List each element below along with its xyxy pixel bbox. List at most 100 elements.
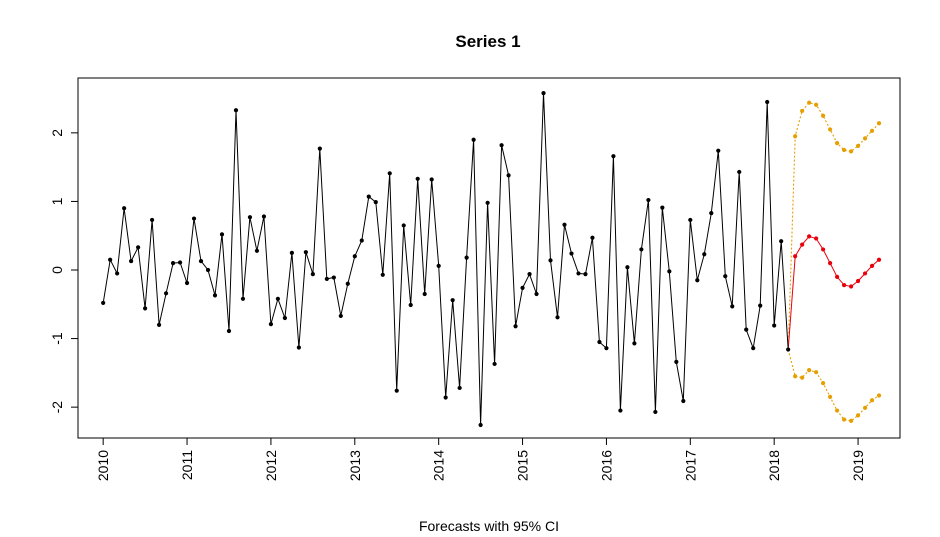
upper-ci-point: [869, 128, 875, 133]
observed-point: [296, 345, 301, 350]
forecast-point: [821, 247, 826, 252]
observed-point: [674, 359, 679, 364]
observed-point: [478, 422, 483, 428]
observed-point: [779, 239, 784, 244]
observed-point: [555, 315, 560, 320]
upper-ci-point: [834, 141, 840, 146]
lower-ci-point: [862, 405, 868, 410]
y-tick-label: -1: [49, 332, 65, 345]
y-tick-label: 1: [49, 197, 65, 205]
observed-point: [303, 250, 308, 255]
forecast-point: [848, 284, 854, 289]
observed-point: [625, 265, 630, 270]
observed-point: [695, 278, 700, 283]
observed-point: [513, 324, 518, 329]
observed-point: [101, 300, 106, 306]
observed-point: [261, 214, 267, 219]
observed-point: [527, 272, 532, 277]
observed-point: [506, 173, 511, 178]
forecast-point: [834, 274, 840, 279]
observed-point: [765, 99, 770, 105]
observed-point: [772, 323, 777, 328]
forecast-point: [814, 236, 819, 241]
forecast-point: [855, 278, 861, 284]
observed-point: [737, 169, 742, 175]
observed-point: [240, 296, 246, 301]
observed-point: [485, 200, 490, 205]
observed-point: [751, 346, 756, 351]
observed-point: [268, 322, 274, 327]
observed-point: [499, 143, 504, 148]
x-tick-label: 2019: [850, 450, 866, 481]
upper-ci-point: [821, 113, 826, 118]
observed-point: [191, 216, 197, 221]
observed-point: [170, 261, 176, 266]
observed-point: [115, 271, 120, 276]
lower-ci-point: [834, 408, 840, 413]
upper-ci-point: [800, 108, 805, 114]
observed-point: [226, 328, 232, 334]
upper-ci-point: [855, 143, 861, 148]
observed-point: [373, 200, 378, 205]
observed-point: [709, 210, 714, 216]
observed-point: [436, 263, 441, 268]
x-tick-label: 2010: [95, 450, 111, 481]
observed-point: [310, 272, 315, 277]
forecast-line: [787, 235, 880, 350]
upper-ci-point: [841, 147, 847, 153]
lower-ci-point: [869, 398, 875, 403]
y-tick-label: 0: [49, 266, 65, 274]
observed-point: [471, 137, 476, 142]
observed-point: [422, 291, 427, 297]
observed-point: [129, 258, 134, 264]
observed-line: [102, 93, 789, 426]
observed-point: [143, 306, 148, 311]
forecast-point: [828, 261, 833, 266]
lower-ci-point: [807, 368, 812, 373]
observed-point: [450, 298, 455, 303]
observed-point: [366, 194, 371, 199]
observed-point: [282, 315, 287, 321]
observed-point: [352, 254, 357, 259]
observed-point: [233, 108, 239, 113]
observed-point: [604, 346, 609, 351]
observed-point: [723, 274, 728, 279]
lower-ci-line: [787, 349, 880, 422]
forecast-point: [800, 242, 805, 247]
observed-point: [667, 269, 672, 274]
observed-point: [254, 248, 260, 253]
upper-ci-point: [862, 136, 868, 141]
observed-point: [716, 148, 721, 153]
observed-point: [534, 291, 539, 297]
observed-point: [583, 272, 588, 277]
x-tick-label: 2013: [347, 450, 363, 481]
observed-point: [338, 313, 343, 319]
lower-ci-point: [800, 375, 805, 380]
y-tick-label: -2: [49, 401, 65, 414]
observed-point: [331, 275, 336, 280]
x-tick-label: 2011: [179, 450, 195, 480]
observed-point: [632, 341, 637, 346]
observed-point: [247, 215, 253, 220]
observed-point: [108, 257, 113, 262]
observed-point: [408, 302, 413, 308]
observed-point: [205, 267, 211, 273]
upper-ci-point: [814, 102, 819, 107]
observed-point: [569, 251, 574, 256]
observed-point: [156, 322, 162, 327]
chart-title: Series 1: [455, 32, 520, 51]
observed-point: [688, 217, 693, 223]
forecast-point: [793, 254, 798, 259]
observed-point: [639, 247, 644, 252]
y-axis: -2 -1 0 1 2: [49, 129, 79, 414]
observed-point: [457, 385, 462, 391]
observed-point: [443, 395, 448, 400]
observed-point: [401, 223, 406, 228]
observed-point: [562, 222, 567, 227]
observed-point: [590, 235, 595, 240]
forecast-point: [869, 263, 875, 268]
observed-point: [492, 361, 497, 367]
forecast-point: [807, 234, 812, 239]
x-tick-label: 2018: [766, 450, 782, 481]
